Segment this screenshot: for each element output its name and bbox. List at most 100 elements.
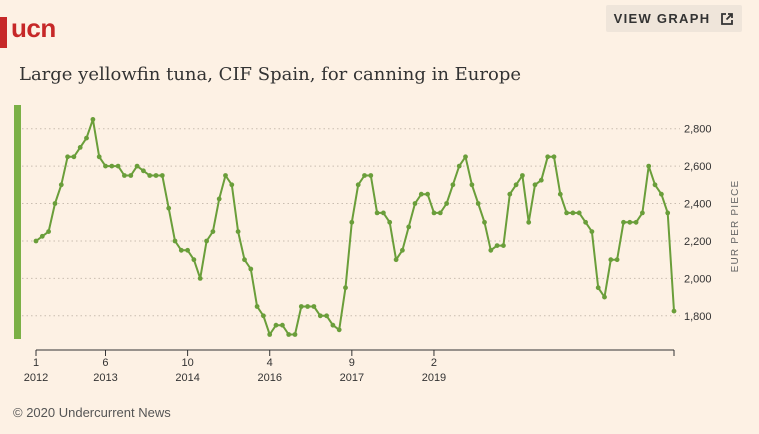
data-point	[374, 210, 380, 216]
data-point	[671, 308, 677, 314]
external-link-icon	[721, 12, 734, 25]
data-point	[469, 182, 475, 188]
data-point	[185, 247, 191, 253]
data-point	[166, 205, 172, 211]
view-graph-button[interactable]: VIEW GRAPH	[606, 5, 742, 32]
data-point	[128, 173, 134, 178]
data-point	[159, 173, 165, 178]
view-graph-label: VIEW GRAPH	[613, 11, 711, 26]
data-point	[103, 163, 108, 169]
data-point	[147, 173, 153, 178]
chart-title: Large yellowfin tuna, CIF Spain, for can…	[19, 64, 521, 85]
data-point	[229, 182, 235, 188]
data-point	[463, 154, 468, 160]
data-point	[355, 182, 361, 188]
data-point	[52, 201, 58, 206]
data-point	[456, 163, 462, 169]
y-tick-label: 2,400	[684, 199, 712, 211]
data-point	[665, 210, 671, 216]
data-point	[501, 243, 506, 249]
data-point	[621, 219, 626, 225]
data-point	[204, 238, 210, 244]
data-point	[437, 210, 443, 216]
data-point	[551, 154, 557, 160]
data-point	[576, 210, 582, 216]
data-point	[273, 322, 279, 328]
x-tick-month-label: 9	[349, 357, 355, 369]
data-point	[595, 285, 601, 291]
data-point	[197, 276, 203, 281]
data-point	[513, 182, 519, 188]
data-point	[153, 173, 159, 178]
data-point	[646, 163, 652, 169]
brand-bar	[0, 17, 7, 48]
data-point	[343, 285, 348, 291]
data-point	[305, 304, 310, 309]
data-point	[210, 229, 216, 235]
data-point	[172, 238, 178, 244]
data-point	[557, 191, 563, 197]
data-point	[494, 243, 500, 249]
data-point	[608, 257, 614, 263]
data-point	[381, 210, 386, 216]
data-point	[412, 201, 418, 206]
data-point	[570, 210, 576, 216]
data-point	[223, 173, 228, 178]
data-point	[507, 191, 513, 197]
data-point	[425, 191, 430, 197]
data-point	[488, 247, 494, 253]
data-point	[450, 182, 456, 188]
data-point	[444, 201, 449, 206]
data-point	[336, 327, 342, 333]
data-point	[640, 210, 645, 216]
data-point	[115, 163, 121, 169]
data-point	[46, 229, 51, 235]
data-point	[627, 219, 633, 225]
data-point	[248, 266, 254, 272]
y-tick-label: 2,000	[684, 273, 712, 285]
data-point	[589, 229, 595, 235]
x-tick-month-label: 4	[267, 357, 273, 369]
x-tick-month-label: 2	[431, 357, 437, 369]
data-point	[286, 332, 292, 337]
x-tick-year-label: 2017	[340, 372, 364, 384]
data-point	[520, 173, 525, 178]
line-chart: 1,800 2,000 2,200 2,400 2,600 2,800 1 2012 6 2013…	[14, 105, 741, 384]
data-point	[538, 177, 544, 183]
data-point	[33, 238, 39, 244]
copyright-footer: © 2020 Undercurrent News	[13, 405, 171, 420]
y-tick-label: 2,800	[684, 124, 712, 136]
x-tick-month-label: 6	[102, 357, 108, 369]
x-tick-year-label: 2012	[24, 372, 48, 384]
data-point	[311, 304, 317, 309]
data-point	[235, 229, 241, 235]
data-point	[109, 163, 115, 169]
data-point	[298, 304, 304, 309]
data-point	[368, 173, 374, 178]
x-tick-year-label: 2019	[422, 372, 446, 384]
data-point	[362, 173, 367, 178]
y-tick-label: 2,200	[684, 236, 712, 248]
data-point	[292, 332, 298, 337]
data-point	[482, 219, 487, 225]
brand-logo: ucn	[11, 13, 56, 43]
data-point	[90, 117, 96, 122]
data-point	[77, 145, 83, 150]
y-tick-label: 1,800	[684, 311, 712, 323]
data-point	[431, 210, 437, 216]
data-point	[475, 201, 481, 206]
x-tick-year-label: 2013	[93, 372, 117, 384]
data-point	[633, 219, 639, 225]
data-point	[191, 257, 197, 263]
x-tick-month-label: 1	[33, 357, 39, 369]
data-point	[216, 196, 222, 202]
data-point	[267, 332, 273, 337]
data-point	[242, 257, 247, 263]
data-point	[96, 154, 102, 160]
data-point	[652, 182, 658, 188]
series-line	[35, 118, 675, 336]
x-tick-year-label: 2014	[175, 372, 199, 384]
data-point	[58, 182, 64, 188]
data-point	[614, 257, 620, 263]
data-point	[324, 313, 329, 319]
